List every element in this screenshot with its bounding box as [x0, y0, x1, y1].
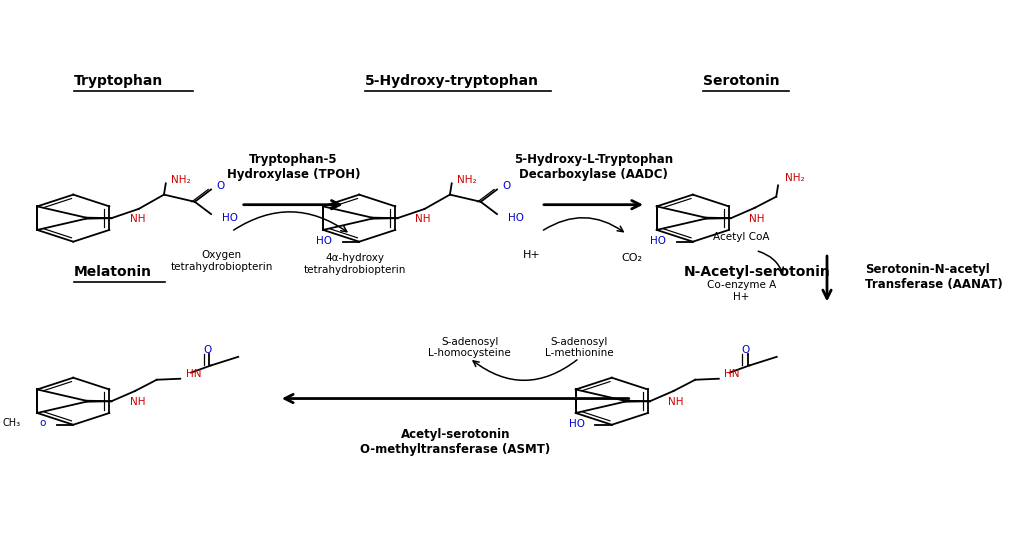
- Text: NH: NH: [750, 214, 765, 224]
- Text: S-adenosyl
L-homocysteine: S-adenosyl L-homocysteine: [428, 337, 511, 358]
- Text: Tryptophan-5
Hydroxylase (TPOH): Tryptophan-5 Hydroxylase (TPOH): [226, 153, 360, 181]
- Text: NH₂: NH₂: [171, 175, 190, 185]
- Text: NH: NH: [130, 397, 145, 407]
- Text: o: o: [39, 418, 46, 428]
- Text: HN: HN: [724, 369, 739, 379]
- Text: CH₃: CH₃: [3, 418, 20, 428]
- Text: Acetyl CoA: Acetyl CoA: [713, 232, 769, 243]
- Text: NH₂: NH₂: [457, 175, 477, 185]
- Text: Acetyl-serotonin
O-methyltransferase (ASMT): Acetyl-serotonin O-methyltransferase (AS…: [360, 428, 551, 456]
- Text: HO: HO: [222, 213, 238, 222]
- Text: Oxygen
tetrahydrobiopterin: Oxygen tetrahydrobiopterin: [171, 250, 273, 272]
- Text: O: O: [502, 182, 510, 191]
- Text: NH: NH: [668, 397, 684, 407]
- Text: Melatonin: Melatonin: [74, 265, 152, 279]
- Text: HO: HO: [649, 236, 666, 246]
- Text: 4α-hydroxy
tetrahydrobiopterin: 4α-hydroxy tetrahydrobiopterin: [304, 253, 407, 275]
- Text: S-adenosyl
L-methionine: S-adenosyl L-methionine: [545, 337, 613, 358]
- Text: HO: HO: [568, 419, 585, 429]
- Text: Co-enzyme A
H+: Co-enzyme A H+: [707, 280, 776, 302]
- Text: Serotonin: Serotonin: [703, 74, 779, 88]
- Text: 5-Hydroxy-L-Tryptophan
Decarboxylase (AADC): 5-Hydroxy-L-Tryptophan Decarboxylase (AA…: [514, 153, 673, 181]
- Text: O: O: [204, 345, 212, 355]
- Text: O: O: [216, 182, 224, 191]
- Text: H+: H+: [522, 250, 541, 261]
- Text: N-Acetyl-serotonin: N-Acetyl-serotonin: [684, 265, 830, 279]
- Text: CO₂: CO₂: [622, 253, 642, 263]
- Text: HN: HN: [185, 369, 201, 379]
- Text: Tryptophan: Tryptophan: [74, 74, 163, 88]
- Text: NH: NH: [130, 214, 145, 224]
- Text: O: O: [741, 345, 750, 355]
- Text: Serotonin-N-acetyl
Transferase (AANAT): Serotonin-N-acetyl Transferase (AANAT): [865, 263, 1002, 292]
- Text: NH₂: NH₂: [785, 173, 805, 183]
- Text: 5-Hydroxy-tryptophan: 5-Hydroxy-tryptophan: [365, 74, 539, 88]
- Text: HO: HO: [316, 236, 332, 246]
- Text: NH: NH: [416, 214, 431, 224]
- Text: HO: HO: [508, 213, 524, 222]
